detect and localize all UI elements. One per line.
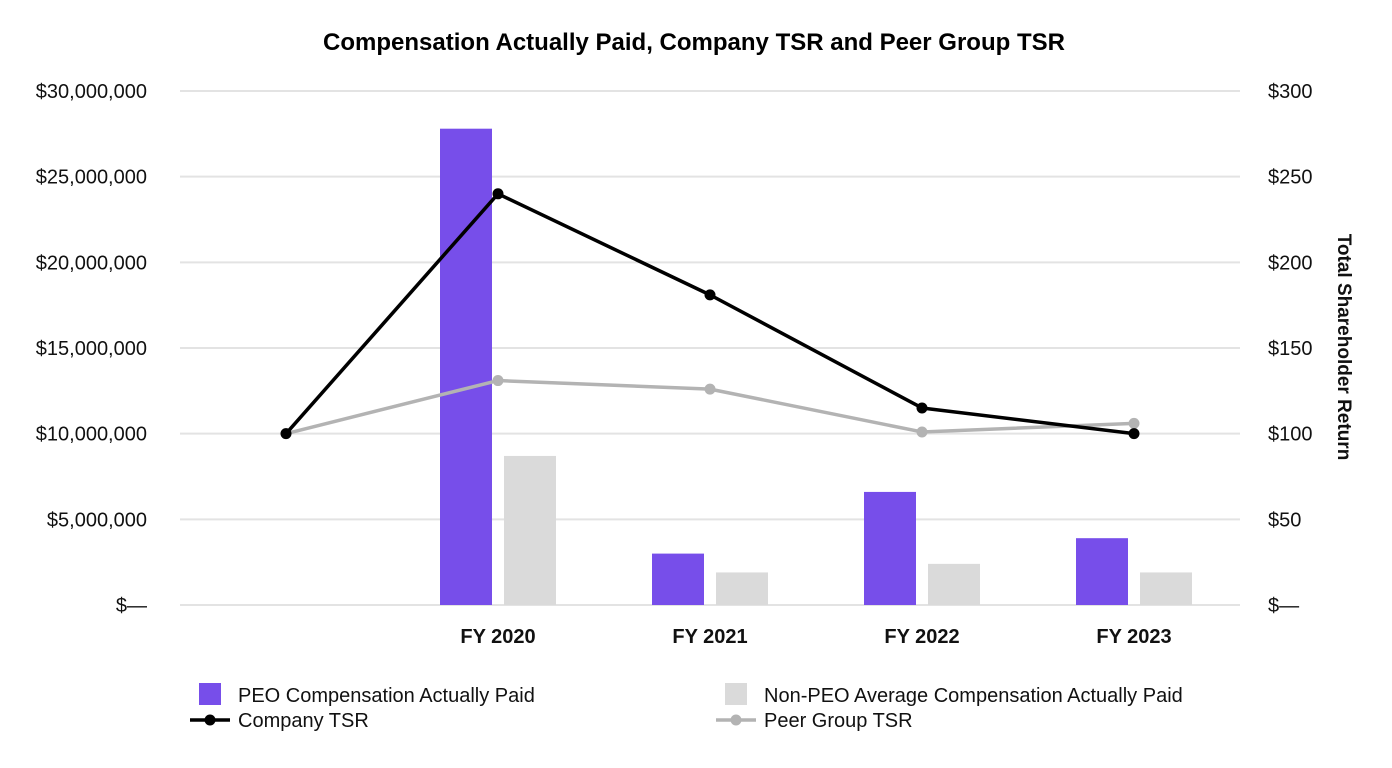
bar-peo-compensation-actually-paid-fy-2020 [440, 128, 492, 605]
point-peer-group-tsr [1128, 417, 1140, 429]
point-company-tsr [916, 402, 928, 414]
gridlines [180, 90, 1240, 606]
lines [280, 188, 1140, 440]
left-tick-label: $— [116, 595, 147, 617]
legend-label: Peer Group TSR [764, 710, 913, 732]
legend-label: Company TSR [238, 710, 369, 732]
left-axis-ticks: $— $5,000,000 $10,000,000 $15,000,000 $20,00… [36, 81, 147, 617]
left-tick-label: $30,000,000 [36, 81, 147, 103]
legend-swatch [725, 683, 747, 705]
bar-non-peo-average-compensation-actually-paid-fy-2023 [1140, 572, 1192, 605]
category-label: FY 2020 [460, 626, 535, 648]
bar-peo-compensation-actually-paid-fy-2021 [652, 553, 704, 605]
point-company-tsr [704, 289, 716, 301]
right-tick-label: $250 [1268, 167, 1313, 189]
left-tick-label: $10,000,000 [36, 424, 147, 446]
point-company-tsr [492, 188, 504, 200]
legend-marker [204, 714, 216, 726]
point-company-tsr [280, 428, 292, 440]
bar-peo-compensation-actually-paid-fy-2022 [864, 491, 916, 605]
point-peer-group-tsr [916, 426, 928, 438]
bar-non-peo-average-compensation-actually-paid-fy-2022 [928, 563, 980, 605]
right-tick-label: $150 [1268, 338, 1313, 360]
left-tick-label: $25,000,000 [36, 167, 147, 189]
right-tick-label: $200 [1268, 252, 1313, 274]
left-tick-label: $15,000,000 [36, 338, 147, 360]
legend-swatch [199, 683, 221, 705]
legend-item-company-tsr: Company TSR [190, 710, 369, 732]
right-axis-title: Total Shareholder Return [1333, 234, 1354, 461]
category-label: FY 2021 [672, 626, 747, 648]
bars [440, 128, 1192, 605]
legend-label: Non-PEO Average Compensation Actually Pa… [764, 685, 1183, 707]
bar-non-peo-average-compensation-actually-paid-fy-2020 [504, 455, 556, 605]
line-company-tsr [284, 192, 1135, 436]
right-tick-label: $— [1268, 595, 1299, 617]
chart-title: Compensation Actually Paid, Company TSR … [323, 29, 1065, 56]
right-tick-label: $50 [1268, 509, 1301, 531]
right-axis-ticks: $— $50 $100 $150 $200 $250 $300 [1268, 81, 1313, 617]
legend-item-non-peo-average-compensation-actually-paid: Non-PEO Average Compensation Actually Pa… [725, 683, 1183, 707]
legend-label: PEO Compensation Actually Paid [238, 685, 535, 707]
right-tick-label: $100 [1268, 424, 1313, 446]
point-peer-group-tsr [704, 383, 716, 395]
left-tick-label: $20,000,000 [36, 252, 147, 274]
category-labels: FY 2020 FY 2021 FY 2022 FY 2023 [460, 626, 1171, 648]
legend-marker [730, 714, 742, 726]
bar-peo-compensation-actually-paid-fy-2023 [1076, 538, 1128, 605]
category-label: FY 2023 [1096, 626, 1171, 648]
point-company-tsr [1128, 428, 1140, 440]
legend-item-peo-compensation-actually-paid: PEO Compensation Actually Paid [199, 683, 535, 707]
legend-item-peer-group-tsr: Peer Group TSR [716, 710, 913, 732]
right-tick-label: $300 [1268, 81, 1313, 103]
point-peer-group-tsr [492, 375, 504, 387]
category-label: FY 2022 [884, 626, 959, 648]
bar-non-peo-average-compensation-actually-paid-fy-2021 [716, 572, 768, 605]
left-tick-label: $5,000,000 [47, 509, 147, 531]
legend: PEO Compensation Actually Paid Non-PEO Av… [190, 683, 1183, 732]
